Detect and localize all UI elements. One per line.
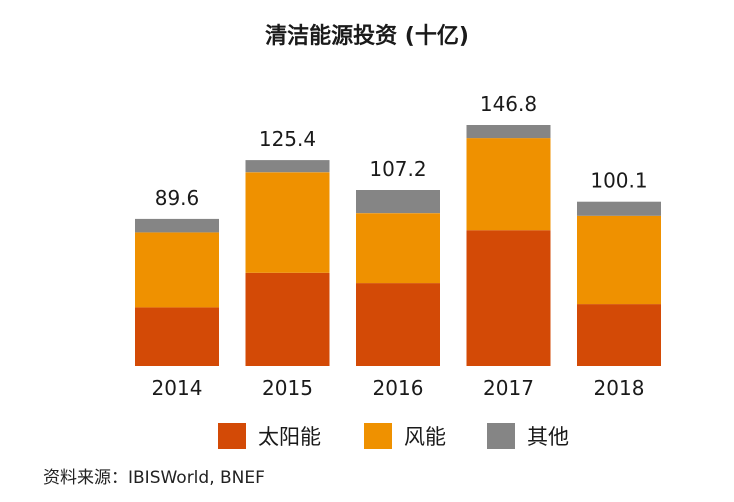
total-label-2015: 125.4 (259, 127, 316, 151)
source-note: 资料来源：IBISWorld, BNEF (43, 468, 265, 488)
legend-swatch-wind (364, 423, 392, 449)
total-label-2017: 146.8 (480, 92, 537, 116)
category-label-2017: 2017 (483, 376, 534, 400)
bar-segment-other-2014 (135, 218, 219, 233)
bar-segment-wind-2014 (135, 232, 219, 308)
legend-item-wind: 风能 (364, 421, 446, 451)
legend-label-other: 其他 (527, 425, 569, 449)
total-label-2018: 100.1 (590, 169, 647, 193)
bar-segment-solar-2017 (466, 230, 551, 366)
bar-segment-solar-2015 (245, 272, 330, 366)
bar-segment-wind-2017 (466, 138, 551, 231)
legend-item-solar: 太阳能 (218, 421, 321, 451)
bar-segment-solar-2018 (577, 304, 661, 366)
bar-segment-solar-2016 (356, 283, 440, 366)
legend-item-other: 其他 (487, 421, 569, 451)
bar-segment-other-2015 (245, 160, 330, 173)
bar-segment-solar-2014 (135, 307, 219, 366)
legend-label-solar: 太阳能 (258, 425, 321, 449)
bar-segment-other-2018 (577, 201, 661, 216)
total-label-2016: 107.2 (369, 157, 426, 181)
stacked-bar-chart: 89.6 2014 125.4 2015 107.2 2016 146.8 2017 100.1… (135, 92, 661, 400)
bar-segment-wind-2016 (356, 213, 440, 284)
category-label-2015: 2015 (262, 376, 313, 400)
legend-label-wind: 风能 (404, 425, 446, 449)
bar-segment-wind-2015 (245, 172, 330, 273)
category-label-2016: 2016 (373, 376, 424, 400)
bar-segment-other-2017 (466, 125, 551, 139)
legend-swatch-other (487, 423, 515, 449)
category-label-2014: 2014 (152, 376, 203, 400)
category-label-2018: 2018 (594, 376, 645, 400)
chart-title: 清洁能源投资 (十亿) (265, 24, 469, 49)
bar-segment-wind-2018 (577, 215, 661, 305)
bar-segment-other-2016 (356, 190, 440, 214)
total-label-2014: 89.6 (155, 186, 200, 210)
legend-swatch-solar (218, 423, 246, 449)
legend: 太阳能 风能 其他 (0, 421, 734, 457)
